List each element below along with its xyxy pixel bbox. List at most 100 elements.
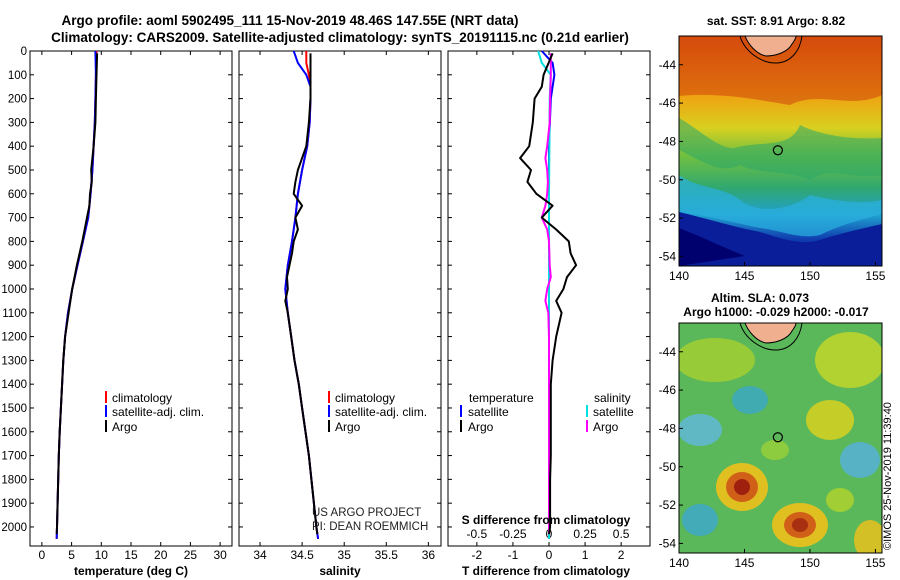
temperature-plot-frame [29,50,233,547]
x-tick-label: 15 [124,548,138,562]
x-tick-label: 30 [213,548,227,562]
depth-tick-label: 1000 [1,284,27,296]
temperature-legend: climatology satellite-adj. clim. Argo [105,391,204,434]
x-tick-label: 34.5 [290,548,314,562]
temperature-panel: 0100200300400500600700800900100011001200… [1,46,233,578]
depth-tick-label: 2000 [1,522,27,534]
bathymetry-contour [739,323,803,351]
sst-map-frame [678,35,883,267]
map-y-tick-label: -46 [659,383,677,397]
series-line-argo-salinity [540,53,552,535]
series-line-argo [55,53,99,535]
sla-map-title: Altim. SLA: 0.073 [711,291,809,305]
temperature-axis-label: temperature (deg C) [74,564,188,578]
depth-tick-label: 0 [21,46,27,58]
imos-credit: ©IMOS 25-Nov-2019 11:39:40 [882,402,894,550]
series-line-argo-temperature [519,53,578,535]
x-tick-label: 20 [154,548,168,562]
depth-tick-label: 900 [8,260,27,272]
sla-map-image [679,323,882,553]
map-y-tick-label: -48 [659,134,677,148]
sla-map-frame [678,322,883,554]
legend-label-salinity-satellite: satellite [593,405,634,419]
bathymetry-contour [739,36,803,64]
difference-x-ticks: -2 -1 0 1 2-0.5 -0.25 0 0.25 0.5 [448,50,650,562]
legend-title-salinity: salinity [594,391,631,405]
difference-profile-lines [519,50,578,539]
map-y-tick-label: -50 [659,173,677,187]
depth-tick-label: 1400 [1,379,27,391]
salinity-difference-tick-label: -0.5 [467,527,488,541]
legend-label-temperature-satellite: satellite [468,405,509,419]
salinity-plot-frame [238,50,442,547]
depth-tick-label: 700 [8,213,27,225]
map-y-tick-label: -52 [659,211,677,225]
legend-title-temperature: temperature [469,391,534,405]
x-tick-label: 0 [546,548,553,562]
map-x-tick-label: 150 [800,556,820,570]
x-tick-label: -1 [508,548,519,562]
legend-label-satellite-adj: satellite-adj. clim. [335,405,427,419]
project-credit-line-1: US ARGO PROJECT [312,507,421,519]
salinity-legend: climatology satellite-adj. clim. Argo [328,391,427,434]
map-y-tick-label: -46 [659,96,677,110]
salinity-difference-tick-label: 0.25 [573,527,597,541]
title-line-2: Climatology: CARS2009. Satellite-adjuste… [51,30,629,45]
difference-legend: temperature satellite Argo salinity sate… [460,391,634,434]
tasmania-land [744,36,797,57]
sst-map-panel: sat. SST: 8.91 Argo: 8.82 140 145 150 155 -4… [659,14,886,283]
sst-map-image [679,36,882,266]
depth-tick-label: 1200 [1,332,27,344]
map-y-tick-label: -54 [659,536,677,550]
map-x-tick-label: 150 [800,269,820,283]
depth-tick-label: 1300 [1,355,27,367]
depth-tick-label: 400 [8,141,27,153]
x-tick-label: 35 [338,548,352,562]
map-y-tick-label: -50 [659,460,677,474]
depth-tick-label: 1500 [1,403,27,415]
depth-tick-label: 600 [8,189,27,201]
sst-map-ticks: 140 145 150 155 -44 -46 -48 -50 -52 -54 [659,58,886,283]
depth-tick-label: 1700 [1,451,27,463]
map-x-tick-label: 155 [865,556,885,570]
title-line-1: Argo profile: aoml 5902495_111 15-Nov-20… [62,13,519,28]
salinity-x-ticks: 34 34.5 35 35.5 36 [239,50,441,562]
x-tick-label: 35.5 [375,548,399,562]
map-x-tick-label: 140 [669,269,689,283]
legend-label-salinity-argo: Argo [593,420,619,434]
map-y-tick-label: -48 [659,421,677,435]
depth-tick-label: 1900 [1,498,27,510]
x-tick-label: -2 [472,548,483,562]
map-y-tick-label: -44 [659,58,677,72]
depth-tick-label: 800 [8,236,27,248]
x-tick-label: 0 [39,548,46,562]
legend-label-temperature-argo: Argo [468,420,494,434]
depth-tick-label: 100 [8,70,27,82]
depth-tick-label: 1800 [1,474,27,486]
map-y-tick-label: -52 [659,498,677,512]
x-tick-label: 1 [582,548,589,562]
sla-map-subtitle: Argo h1000: -0.029 h2000: -0.017 [683,305,869,319]
legend-label-argo: Argo [335,420,361,434]
legend-label-argo: Argo [112,420,138,434]
salinity-difference-tick-label: 0.5 [613,527,630,541]
legend-label-climatology: climatology [335,391,395,405]
series-line-climatology [55,50,98,539]
sst-map-title: sat. SST: 8.91 Argo: 8.82 [707,14,846,28]
x-tick-label: 2 [618,548,625,562]
depth-tick-labels: 0 100 200 300 400 500 600 700 800 900 1000 1100 1200… [1,46,27,534]
salinity-difference-tick-label: -0.25 [499,527,527,541]
salinity-difference-axis-label: S difference from climatology [462,513,631,527]
difference-panel: -2 -1 0 1 2-0.5 -0.25 0 0.25 0.5 T difference fr… [447,50,651,578]
depth-tick-label: 200 [8,94,27,106]
project-credit-line-2: PI: DEAN ROEMMICH [312,521,428,533]
temperature-profile-lines [55,50,99,539]
tasmania-land [744,323,797,344]
depth-tick-label: 1100 [2,308,27,320]
depth-tick-label: 500 [8,165,27,177]
legend-label-satellite-adj: satellite-adj. clim. [112,405,204,419]
argo-float-marker [772,432,783,443]
salinity-panel: 34 34.5 35 35.5 36 salinity climatology sate… [238,50,442,578]
x-tick-label: 36 [422,548,436,562]
